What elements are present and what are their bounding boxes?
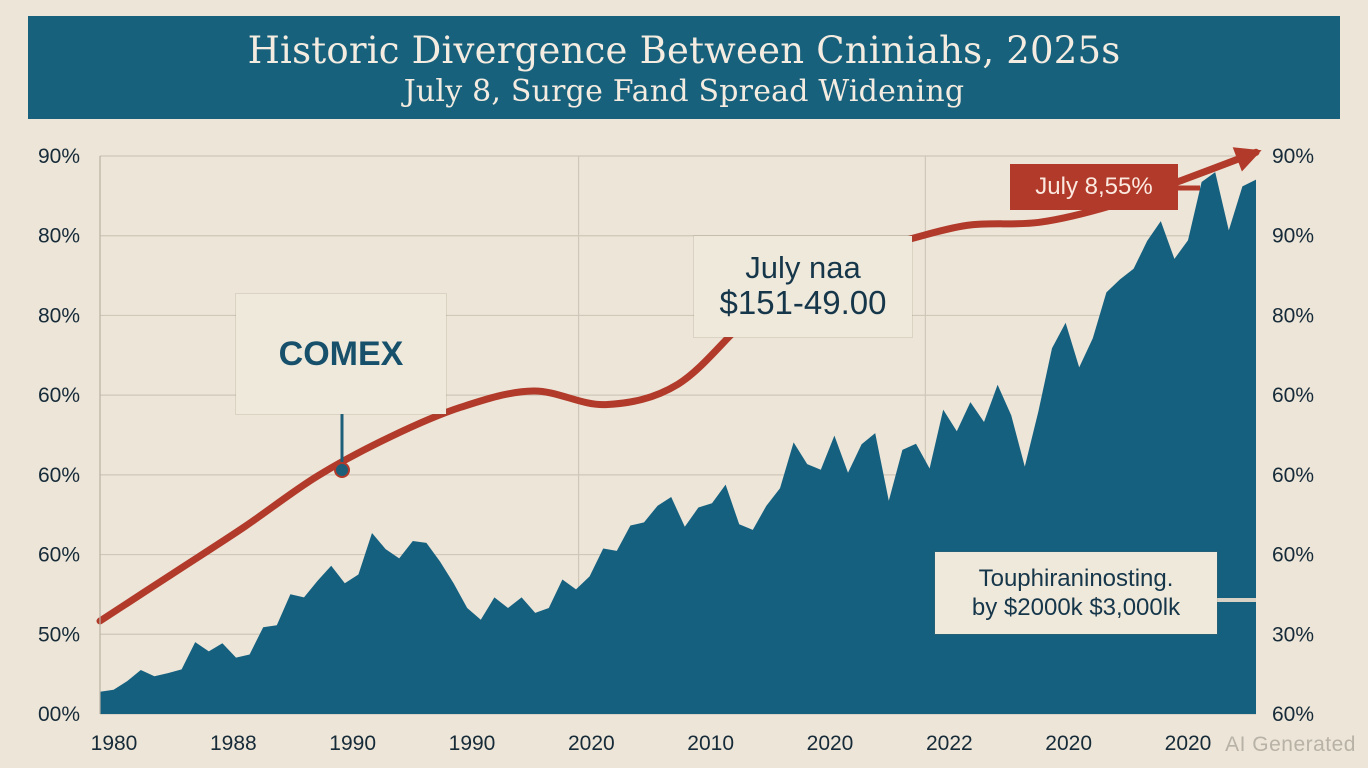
- spread-callout: Touphiraninosting. by $2000k $3,000lk: [935, 552, 1217, 634]
- y-tick-label-right: 80%: [1272, 304, 1314, 327]
- y-tick-label-right: 60%: [1272, 544, 1314, 567]
- line-series: [96, 147, 1262, 625]
- y-tick-label-right: 60%: [1272, 703, 1314, 726]
- y-tick-label-left: 60%: [38, 464, 80, 487]
- comex-callout-label: COMEX: [278, 335, 404, 373]
- axes: 90% 80% 80% 60% 60% 60% 50% 00% 90% 90% 80% 60% 60% 6…: [38, 145, 1314, 755]
- x-tick-label: 1980: [91, 732, 138, 755]
- x-tick-label: 2020: [568, 732, 615, 755]
- x-tick-label: 2020: [1165, 732, 1212, 755]
- comex-marker-dot: [334, 462, 350, 478]
- y-tick-label-left: 80%: [38, 225, 80, 248]
- y-tick-label-left: 50%: [38, 623, 80, 646]
- chart-title-banner: Historic Divergence Between Cniniahs, 20…: [28, 16, 1340, 119]
- y-tick-label-right: 30%: [1272, 623, 1314, 646]
- x-tick-label: 2020: [1045, 732, 1092, 755]
- spread-callout-line2: by $2000k $3,000lk: [971, 594, 1181, 621]
- y-tick-label-left: 60%: [38, 384, 80, 407]
- y-tick-label-left: 90%: [38, 145, 80, 168]
- y-tick-label-left: 60%: [38, 544, 80, 567]
- comex-callout: COMEX: [236, 294, 446, 414]
- chart-subtitle: July 8, Surge Fand Spread Widening: [403, 74, 965, 109]
- x-tick-label: 1988: [210, 732, 257, 755]
- chart-title: Historic Divergence Between Cniniahs, 20…: [247, 29, 1121, 72]
- x-tick-label: 1990: [329, 732, 376, 755]
- y-tick-label-right: 60%: [1272, 384, 1314, 407]
- x-tick-label: 2022: [926, 732, 973, 755]
- spread-callout-line1: Touphiraninosting.: [978, 565, 1174, 592]
- line-series-arrowhead: [1232, 147, 1262, 172]
- x-tick-label: 2010: [687, 732, 734, 755]
- x-tick-label: 1990: [449, 732, 496, 755]
- july-percent-tag-label: July 8,55%: [1035, 173, 1153, 200]
- y-tick-label-left: 00%: [38, 703, 80, 726]
- july-percent-tag: July 8,55%: [1010, 164, 1178, 210]
- y-tick-label-right: 90%: [1272, 225, 1314, 248]
- y-tick-label-right: 60%: [1272, 464, 1314, 487]
- y-tick-label-right: 90%: [1272, 145, 1314, 168]
- july-price-callout-title: July naa: [745, 250, 861, 285]
- x-tick-label: 2020: [807, 732, 854, 755]
- y-tick-label-left: 80%: [38, 304, 80, 327]
- line-series-path: [96, 148, 1260, 625]
- ai-generated-watermark: AI Generated: [1225, 733, 1356, 756]
- july-price-callout: July naa $151-49.00: [694, 236, 912, 337]
- july-price-callout-value: $151-49.00: [719, 284, 887, 321]
